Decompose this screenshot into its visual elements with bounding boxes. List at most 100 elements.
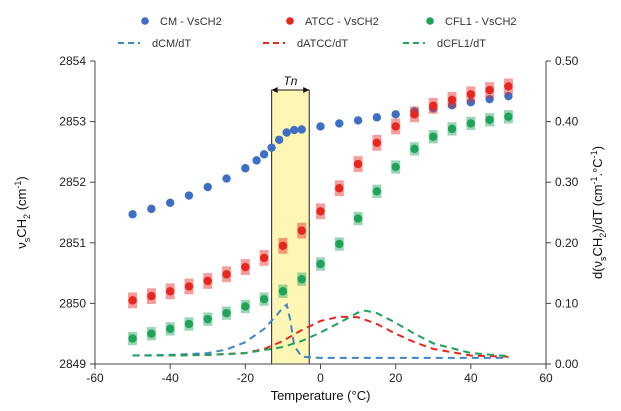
y-axis-right-label-part: .°C bbox=[590, 158, 605, 176]
y-right-tick-label: 0.40 bbox=[555, 115, 579, 129]
data-point bbox=[447, 95, 457, 104]
data-point bbox=[147, 204, 156, 214]
y-right-tick-label: 0.50 bbox=[555, 54, 579, 68]
y-axis-left-label-part: ν bbox=[14, 242, 29, 249]
x-tick-label: 40 bbox=[464, 371, 478, 385]
y-axis-right-label-part: -1 bbox=[589, 150, 599, 158]
data-point bbox=[267, 143, 276, 152]
legend-label-0: CM - VsCH2 bbox=[160, 16, 222, 28]
data-point bbox=[297, 125, 306, 134]
data-point bbox=[289, 125, 299, 135]
annotation-layer: Tn bbox=[271, 74, 310, 365]
data-point bbox=[391, 122, 400, 131]
y-right-tick-label: 0.30 bbox=[555, 175, 579, 189]
data-point bbox=[504, 112, 513, 121]
data-point bbox=[335, 239, 344, 249]
legend-marker-1 bbox=[286, 17, 294, 25]
data-point bbox=[353, 159, 363, 169]
y-axis-left-label-part: s bbox=[22, 237, 32, 242]
data-point bbox=[466, 90, 476, 99]
y-right-tick-label: 0.00 bbox=[555, 357, 579, 371]
data-point bbox=[259, 253, 269, 263]
data-point bbox=[128, 334, 137, 343]
data-point bbox=[184, 319, 194, 329]
y-left-tick-label: 2849 bbox=[59, 357, 86, 371]
tn-arrow-left bbox=[271, 87, 278, 93]
y-right-tick-label: 0.10 bbox=[555, 296, 579, 310]
marks-layer bbox=[128, 78, 513, 359]
data-point bbox=[447, 124, 457, 134]
data-point bbox=[485, 85, 494, 95]
y-axis-right-label-part: s bbox=[598, 256, 608, 261]
tn-arrow-right bbox=[303, 87, 310, 93]
data-point bbox=[165, 287, 175, 296]
data-point bbox=[391, 110, 400, 119]
data-point bbox=[429, 101, 438, 111]
data-point bbox=[504, 91, 513, 101]
legend-dlabel-1: dATCC/dT bbox=[297, 38, 348, 50]
data-point bbox=[391, 162, 400, 172]
data-point bbox=[165, 198, 175, 208]
data-point bbox=[222, 270, 231, 279]
data-point bbox=[372, 113, 382, 122]
y-axis-right-label-part: -1 bbox=[589, 177, 599, 185]
data-point bbox=[241, 302, 250, 311]
x-tick-label: 0 bbox=[317, 371, 324, 385]
y-axis-right-label-part: )/dT (cm bbox=[590, 185, 605, 233]
data-point bbox=[278, 287, 288, 296]
y-left-tick-label: 2852 bbox=[59, 175, 86, 189]
data-point bbox=[147, 329, 156, 338]
legend-dlabel-0: dCM/dT bbox=[152, 38, 191, 50]
data-point bbox=[316, 122, 325, 131]
data-point bbox=[335, 184, 344, 193]
y-axis-left-label-part: (cm bbox=[14, 189, 29, 214]
y-axis-right-label-part: d(ν bbox=[590, 261, 605, 279]
x-tick-label: 20 bbox=[389, 371, 403, 385]
y-axis-right-label: d(νsCH2)/dT (cm-1.°C-1) bbox=[589, 146, 608, 279]
data-point bbox=[353, 214, 363, 223]
axes-layer: -60 -40 -20 0 20 40 60 2849 2850 2851 2852 2853 2854… bbox=[13, 54, 608, 403]
data-point bbox=[410, 110, 419, 119]
data-point bbox=[128, 296, 137, 305]
data-point bbox=[203, 276, 212, 286]
data-point bbox=[282, 128, 291, 137]
data-point bbox=[466, 119, 476, 128]
data-point bbox=[165, 324, 175, 334]
data-point bbox=[278, 241, 288, 251]
x-tick-label: -60 bbox=[86, 371, 104, 385]
data-point bbox=[410, 144, 419, 154]
x-tick-label: 60 bbox=[539, 371, 553, 385]
data-point bbox=[222, 308, 231, 318]
data-point bbox=[316, 207, 325, 216]
legend-dlabel-2: dCFL1/dT bbox=[437, 38, 486, 50]
y-axis-left-label-part: 2 bbox=[22, 214, 32, 219]
derivative-line-2 bbox=[132, 309, 509, 358]
y-right-tick-label: 0.20 bbox=[555, 236, 579, 250]
legend-label-2: CFL1 - VsCH2 bbox=[445, 16, 517, 28]
legend: CM - VsCH2 ATCC - VsCH2 CFL1 - VsCH2 dCM/dT… bbox=[118, 16, 517, 50]
data-point bbox=[184, 191, 194, 200]
tn-label: Tn bbox=[283, 74, 297, 88]
y-axis-right-label-part: ) bbox=[590, 146, 605, 150]
y-left-tick-label: 2851 bbox=[59, 236, 86, 250]
data-point bbox=[241, 164, 250, 173]
data-point bbox=[274, 135, 284, 144]
data-point bbox=[252, 156, 261, 165]
y-axis-left-label-part: CH bbox=[14, 219, 29, 238]
data-point bbox=[297, 226, 306, 235]
data-point bbox=[466, 98, 476, 107]
x-axis-label: Temperature (°C) bbox=[271, 388, 371, 403]
data-point bbox=[128, 210, 137, 219]
data-point bbox=[504, 82, 513, 91]
data-point bbox=[184, 282, 194, 291]
legend-marker-2 bbox=[426, 17, 434, 25]
y-axis-left-label-part: ) bbox=[14, 176, 29, 180]
data-point bbox=[222, 174, 231, 183]
y-axis-right-label-part: 2 bbox=[598, 233, 608, 238]
data-point bbox=[372, 138, 382, 148]
data-point bbox=[335, 119, 344, 128]
y-axis-right-label-part: CH bbox=[590, 238, 605, 257]
legend-marker-0 bbox=[141, 17, 149, 25]
data-point bbox=[485, 94, 494, 104]
x-tick-label: -40 bbox=[161, 371, 179, 385]
